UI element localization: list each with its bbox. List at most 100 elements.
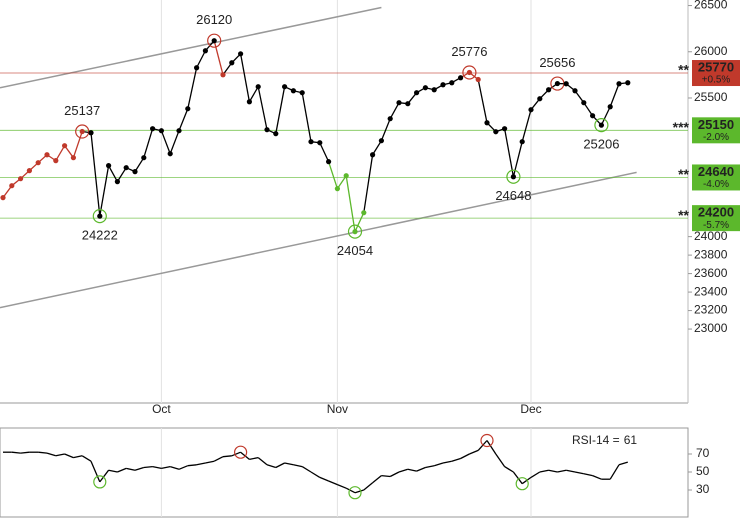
y-tick-label: 23800	[694, 247, 728, 261]
extreme-label: 26120	[196, 12, 232, 27]
line-segment	[530, 471, 541, 478]
point	[176, 128, 182, 134]
rsi-marker	[93, 475, 107, 489]
line-segment	[583, 102, 594, 117]
line-segment	[434, 462, 444, 467]
line-segment	[249, 456, 259, 461]
point	[475, 76, 481, 83]
point	[528, 107, 534, 113]
line-segment	[117, 467, 127, 473]
level-marker: **	[678, 62, 689, 78]
line-segment	[134, 157, 145, 172]
extreme-marker	[207, 33, 222, 48]
point	[62, 143, 68, 149]
point	[88, 130, 94, 136]
extreme-marker	[462, 65, 477, 80]
point	[493, 129, 499, 135]
line-segment	[196, 462, 206, 466]
level-tag	[692, 164, 740, 191]
line-segment	[239, 53, 251, 102]
rsi-marker	[515, 477, 529, 491]
line-segment	[126, 467, 136, 471]
extreme-marker	[347, 224, 363, 239]
point	[387, 116, 393, 122]
point	[194, 65, 200, 71]
line-segment	[161, 465, 171, 470]
line-segment	[81, 455, 92, 462]
rsi-marker	[348, 486, 362, 500]
point	[9, 183, 15, 189]
x-tick-label: Dec	[520, 402, 541, 416]
line-segment	[72, 131, 83, 158]
point	[290, 88, 296, 94]
point	[123, 165, 129, 171]
line-segment	[381, 474, 391, 478]
line-segment	[213, 40, 224, 75]
point	[229, 60, 235, 66]
level-value: 25150	[698, 117, 734, 132]
line-segment	[398, 468, 408, 473]
point	[440, 82, 446, 88]
line-segment	[310, 471, 321, 478]
line-segment	[284, 462, 294, 466]
point	[431, 87, 437, 93]
point	[167, 151, 173, 157]
y-tick-label: 23000	[694, 321, 728, 335]
y-tick-label: 23200	[694, 303, 728, 317]
point	[546, 87, 552, 93]
level-tag	[692, 205, 740, 232]
rsi-label-text: RSI-14 =	[572, 433, 620, 447]
level-change: -2.0%	[703, 132, 729, 143]
line-segment	[600, 106, 611, 126]
extreme-marker	[506, 169, 521, 184]
point	[35, 160, 41, 166]
line-segment	[99, 469, 110, 483]
point	[581, 100, 587, 106]
line-segment	[372, 475, 382, 484]
point	[378, 138, 384, 144]
line-segment	[327, 161, 339, 189]
line-segment	[143, 465, 153, 469]
point	[150, 126, 156, 132]
point	[607, 104, 613, 110]
line-segment	[55, 145, 66, 161]
line-segment	[108, 165, 118, 182]
line-segment	[451, 457, 461, 462]
extreme-label: 24222	[82, 228, 118, 243]
point	[449, 80, 455, 86]
line-segment	[389, 471, 400, 478]
point	[79, 128, 85, 135]
line-segment	[73, 455, 83, 459]
point	[0, 195, 6, 201]
level-value: 25770	[698, 59, 734, 74]
line-segment	[187, 67, 198, 109]
rsi-last-value: 61	[624, 433, 638, 447]
line-segment	[169, 130, 180, 154]
point	[554, 80, 561, 87]
line-segment	[372, 140, 382, 156]
point	[308, 139, 314, 145]
point	[299, 90, 305, 96]
trendline	[0, 6, 382, 89]
point	[343, 173, 349, 179]
level-tag	[692, 117, 740, 144]
line-segment	[380, 118, 391, 141]
line-segment	[557, 469, 567, 473]
line-segment	[152, 465, 162, 470]
line-segment	[196, 50, 206, 69]
point	[334, 186, 340, 192]
line-segment	[345, 175, 356, 232]
line-segment	[574, 471, 584, 475]
point	[422, 85, 428, 91]
extreme-label: 25656	[539, 55, 575, 70]
line-segment	[609, 83, 620, 107]
line-segment	[548, 469, 558, 473]
point	[537, 96, 543, 102]
level-value: 24200	[698, 205, 734, 220]
line-segment	[618, 461, 628, 466]
extreme-marker	[594, 118, 609, 133]
line-segment	[337, 483, 347, 489]
line-segment	[407, 468, 417, 472]
point	[625, 80, 631, 86]
